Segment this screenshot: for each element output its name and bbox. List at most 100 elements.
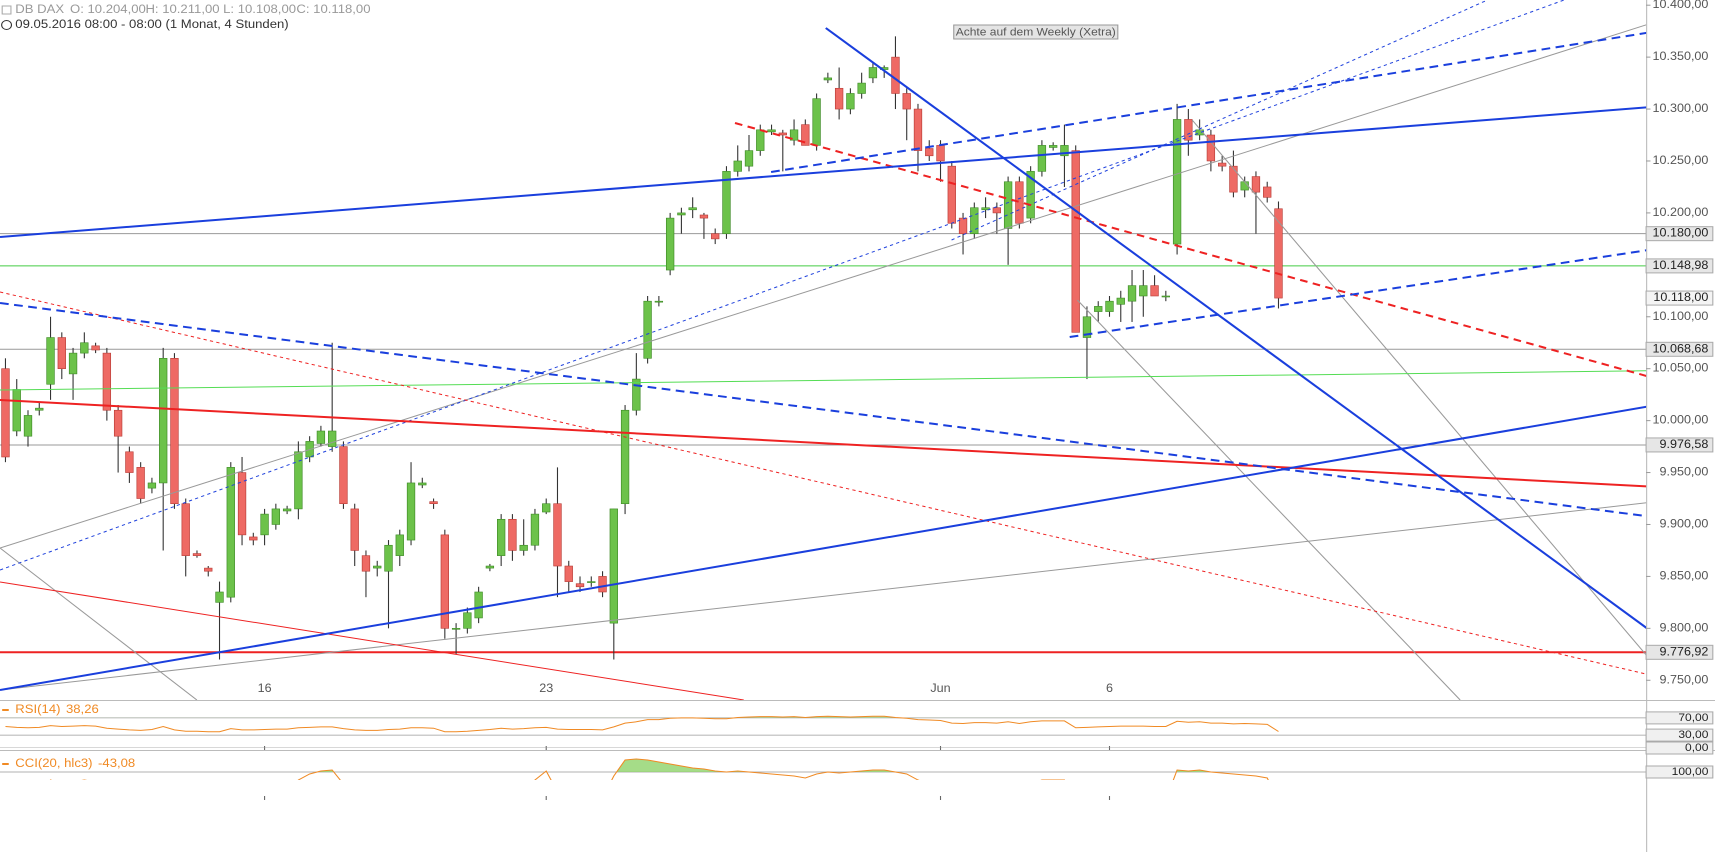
candle-body xyxy=(834,87,844,110)
ohlc-close: C: 10.118,00 xyxy=(296,3,370,16)
candle-body xyxy=(958,217,968,234)
level-box xyxy=(1645,341,1714,357)
candle-body xyxy=(316,430,326,444)
candle-body xyxy=(913,108,923,151)
candle-body xyxy=(485,565,495,569)
x-tick-label: 6 xyxy=(1106,682,1113,695)
candle-body xyxy=(294,451,303,510)
candle-body xyxy=(1015,181,1024,224)
indicator-value: 38,26 xyxy=(66,703,99,716)
candle-body xyxy=(350,508,359,551)
candle-body xyxy=(147,482,157,489)
candle-body xyxy=(1105,300,1114,312)
candle-body xyxy=(947,165,956,224)
candle-body xyxy=(1037,145,1047,172)
level-label: 9.976,58 xyxy=(1659,437,1708,450)
y-tick-label: 10.000,00 xyxy=(1653,413,1709,426)
subtitle: 09.05.2016 08:00 - 08:00 (1 Monat, 4 Stu… xyxy=(15,18,288,31)
indicator-value: -43,08 xyxy=(98,757,135,770)
candle-body xyxy=(1127,285,1137,302)
candle-body xyxy=(451,628,461,630)
candle-body xyxy=(170,358,179,505)
candle-body xyxy=(1240,181,1249,191)
indicator-name: RSI(14) xyxy=(15,703,60,716)
candle-body xyxy=(778,132,787,136)
candle-body xyxy=(756,129,765,151)
candle-body xyxy=(102,352,112,411)
indicator-tick-label: 30,00 xyxy=(1678,729,1708,740)
candle-body xyxy=(373,565,382,569)
candle-body xyxy=(474,591,483,619)
candle-body xyxy=(282,508,292,512)
indicator-tick-label: 70,00 xyxy=(1678,712,1708,723)
indicators: 70,00 30,00 0,00 RSI(14) 38,26 100,00 CCI(20, … xyxy=(0,703,1714,780)
candle-body xyxy=(271,508,280,525)
y-tick-label: 9.800,00 xyxy=(1659,621,1708,634)
candle-body xyxy=(891,56,900,94)
indicator-line xyxy=(5,715,1279,733)
candle-body xyxy=(418,482,427,486)
price-axis: 9.750,00 9.800,00 9.850,00 9.900,00 9.950,00… xyxy=(258,0,1714,800)
candle-body xyxy=(1195,129,1204,136)
candle-body xyxy=(328,430,337,447)
candle-body xyxy=(113,409,123,437)
candle-body xyxy=(1218,162,1227,167)
indicator-tick-box xyxy=(1645,711,1714,725)
candle-body xyxy=(508,518,517,551)
y-tick-label: 10.400,00 xyxy=(1653,0,1709,11)
candle-body xyxy=(846,93,855,110)
candle-body xyxy=(406,482,416,541)
candle-body xyxy=(530,513,540,546)
candle-body xyxy=(542,503,551,513)
candle-body xyxy=(384,544,393,572)
trend-lines xyxy=(0,0,1647,700)
ohlc-open: O: 10.204,00 xyxy=(70,3,146,16)
level-label: 9.776,92 xyxy=(1659,645,1708,658)
candle-body xyxy=(925,148,934,157)
level-label: 10.148,98 xyxy=(1653,258,1709,271)
y-tick-label: 9.900,00 xyxy=(1659,517,1708,530)
candle-body xyxy=(204,567,213,572)
indicator-name: CCI(20, hlc3) xyxy=(15,757,92,770)
symbol-icon xyxy=(1,5,12,15)
candle-body xyxy=(632,378,641,411)
indicator-fill-clip xyxy=(5,759,1279,772)
candle-body xyxy=(801,124,810,146)
candle-body xyxy=(237,472,247,536)
candle-body xyxy=(643,300,652,359)
candle-body xyxy=(587,581,596,583)
candle-body xyxy=(812,98,821,146)
candle-body xyxy=(226,467,235,598)
candle-body xyxy=(260,513,269,536)
y-tick-label: 10.100,00 xyxy=(1653,309,1709,322)
candle-body xyxy=(1003,181,1013,229)
candle-body xyxy=(1071,150,1080,333)
candle-body xyxy=(1251,176,1261,193)
x-tick-label: 16 xyxy=(258,682,272,695)
candle-body xyxy=(35,407,44,411)
candle-body xyxy=(1060,145,1069,157)
candle-body xyxy=(789,129,799,141)
candle-body xyxy=(181,503,190,556)
candle-body xyxy=(722,171,731,234)
candle-body xyxy=(23,415,33,437)
candle-body xyxy=(215,591,224,603)
level-box xyxy=(1645,226,1714,242)
candle-body xyxy=(1,368,10,458)
candles xyxy=(1,36,1283,660)
y-tick-label: 10.250,00 xyxy=(1653,154,1709,167)
annotation-box xyxy=(953,24,1119,40)
candle-body xyxy=(1172,119,1182,245)
candle-body xyxy=(46,337,55,385)
candle-body xyxy=(1150,285,1159,297)
x-tick-label: Jun xyxy=(930,682,950,695)
levels xyxy=(0,233,1647,654)
header: DB DAX O: 10.204,00 H: 10.211,00 L: 10.1… xyxy=(1,3,1119,40)
candle-body xyxy=(1229,165,1238,193)
candle-body xyxy=(192,553,202,556)
candle-body xyxy=(339,446,348,505)
x-tick-label: 23 xyxy=(539,682,553,695)
candle-body xyxy=(609,508,618,624)
